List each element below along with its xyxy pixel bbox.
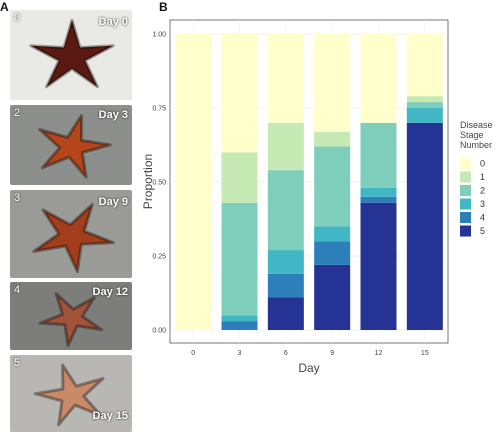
stage-number-label: 0 <box>14 12 21 24</box>
legend-title-line: Disease <box>460 120 493 130</box>
legend-swatch-0 <box>460 158 471 169</box>
bar-segment-stage-5 <box>267 297 304 330</box>
y-tick-label: 0.50 <box>152 180 166 187</box>
bar-segment-stage-2 <box>221 202 258 316</box>
bar-segment-stage-1 <box>314 131 351 147</box>
specimen-photo-day-0: 0 Day 0 <box>10 10 132 100</box>
bar-segment-stage-4 <box>221 321 258 330</box>
legend-swatch-1 <box>460 171 471 183</box>
y-tick-label: 0.00 <box>152 328 166 335</box>
legend-label-0: 0 <box>480 159 485 169</box>
legend-label-2: 2 <box>480 186 485 196</box>
stage-number-label: 4 <box>14 284 21 296</box>
legend-label-1: 1 <box>480 172 485 182</box>
day-label: Day 15 <box>92 410 128 422</box>
y-axis-title: Proportion <box>141 154 155 209</box>
x-tick-label: 15 <box>421 350 429 357</box>
legend-label-4: 4 <box>480 213 485 223</box>
sea-star-image <box>32 203 115 274</box>
x-axis-title: Day <box>298 361 319 375</box>
bar-segment-stage-2 <box>360 122 397 188</box>
day-label: Day 3 <box>98 109 128 121</box>
specimen-photo-day-1: 2 Day 3 <box>10 105 132 185</box>
bar-segment-stage-0 <box>175 34 212 330</box>
bar-segment-stage-4 <box>360 196 397 203</box>
specimen-photo-day-2: 3 Day 9 <box>10 190 132 278</box>
bar-segment-stage-4 <box>267 273 304 298</box>
bar-segment-stage-3 <box>267 250 304 274</box>
specimen-photo-day-4: 5 Day 15 <box>10 355 132 432</box>
bar-segment-stage-0 <box>267 34 304 123</box>
specimen-photo-day-3: 4 Day 12 <box>10 282 132 350</box>
bar-segment-stage-1 <box>221 152 258 203</box>
stacked-bar-chart: 0.000.250.500.751.000 3 6 9 12 15DayProportio… <box>141 19 493 375</box>
bar-segment-stage-2 <box>406 102 443 108</box>
legend-swatch-2 <box>460 185 471 196</box>
legend-swatch-3 <box>460 198 471 210</box>
bar-segment-stage-0 <box>406 34 443 97</box>
panel-b-label: B <box>159 0 168 14</box>
y-tick-label: 0.75 <box>152 106 166 113</box>
bar-segment-stage-5 <box>406 122 443 330</box>
panel-a-label: A <box>0 0 9 14</box>
bar-segment-stage-0 <box>314 34 351 132</box>
stage-number-label: 2 <box>14 107 21 119</box>
stage-number-label: 3 <box>14 192 21 204</box>
bar-segment-stage-4 <box>314 241 351 265</box>
sea-star-image <box>29 18 115 89</box>
bar-segment-stage-3 <box>406 108 443 123</box>
bar-segment-stage-1 <box>267 122 304 171</box>
legend-title-line: Stage <box>460 130 484 140</box>
x-tick-label: 3 <box>238 350 242 357</box>
sea-star-image <box>38 113 112 179</box>
bar-segment-stage-3 <box>221 315 258 322</box>
sea-star-image <box>33 363 105 427</box>
x-tick-label: 12 <box>375 350 383 357</box>
bar-segment-stage-0 <box>221 34 258 153</box>
bar-segment-stage-2 <box>314 146 351 227</box>
bar-segment-stage-1 <box>406 96 443 103</box>
bar-segment-stage-2 <box>267 170 304 251</box>
day-label: Day 0 <box>98 16 128 28</box>
bar-segment-stage-3 <box>314 226 351 242</box>
x-tick-label: 9 <box>330 350 334 357</box>
x-tick-label: 0 <box>191 350 195 357</box>
legend-swatch-4 <box>460 212 471 223</box>
legend-swatch-5 <box>460 225 471 237</box>
legend-label-3: 3 <box>480 199 485 209</box>
sea-star-image <box>38 292 104 347</box>
legend-label-5: 5 <box>480 226 485 236</box>
day-label: Day 9 <box>98 196 128 208</box>
y-tick-label: 1.00 <box>152 32 166 39</box>
bar-segment-stage-0 <box>360 34 397 123</box>
bar-segment-stage-3 <box>360 187 397 197</box>
x-tick-label: 6 <box>284 350 288 357</box>
legend-title-line: Number <box>460 140 492 150</box>
stage-number-label: 5 <box>14 357 21 369</box>
bar-segment-stage-5 <box>314 264 351 330</box>
y-tick-label: 0.25 <box>152 254 166 261</box>
day-label: Day 12 <box>92 286 128 298</box>
specimen-photo-column: 0 Day 0 2 Day 3 3 Day 9 4 Day 12 5 Day 15 <box>10 10 132 432</box>
bar-segment-stage-5 <box>360 202 397 330</box>
plot-panel <box>169 19 449 344</box>
